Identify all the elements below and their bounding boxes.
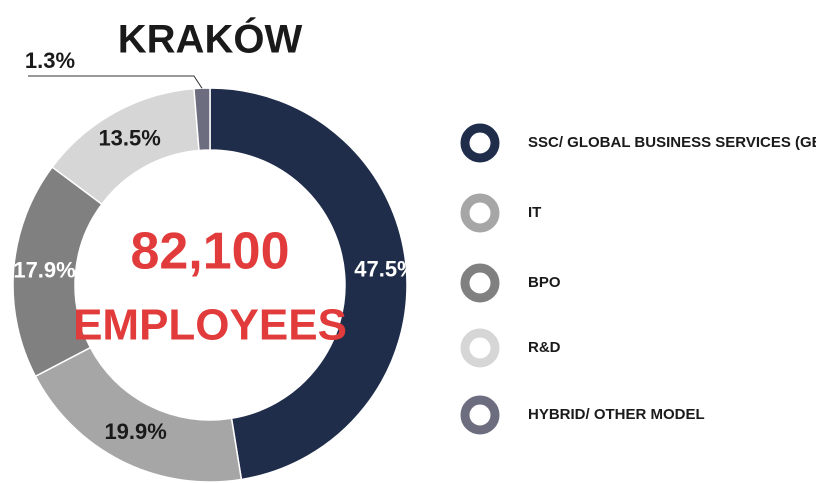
center-number: 82,100 <box>130 223 289 281</box>
donut-segment <box>193 87 211 152</box>
legend-swatch <box>460 123 500 163</box>
data-label: 47.5% <box>354 257 416 282</box>
leader-line <box>28 75 203 89</box>
data-label: 17.9% <box>13 258 75 283</box>
center-caption: EMPLOYEES <box>73 301 347 350</box>
legend-swatch <box>460 263 500 303</box>
legend-swatch <box>460 395 500 435</box>
legend-label: HYBRID/ OTHER MODEL <box>528 406 705 423</box>
donut-segment <box>209 87 408 481</box>
chart-title: KRAKÓW <box>118 16 303 62</box>
data-label: 1.3% <box>25 48 75 73</box>
donut-segment <box>34 346 243 483</box>
legend-label: SSC/ GLOBAL BUSINESS SERVICES (GBS) <box>528 134 816 151</box>
legend-label: IT <box>528 204 541 221</box>
legend-label: R&D <box>528 339 561 356</box>
legend-label: BPO <box>528 274 561 291</box>
data-label: 13.5% <box>98 126 160 151</box>
legend-swatch <box>460 193 500 233</box>
data-label: 19.9% <box>104 419 166 444</box>
legend-swatch <box>460 328 500 368</box>
